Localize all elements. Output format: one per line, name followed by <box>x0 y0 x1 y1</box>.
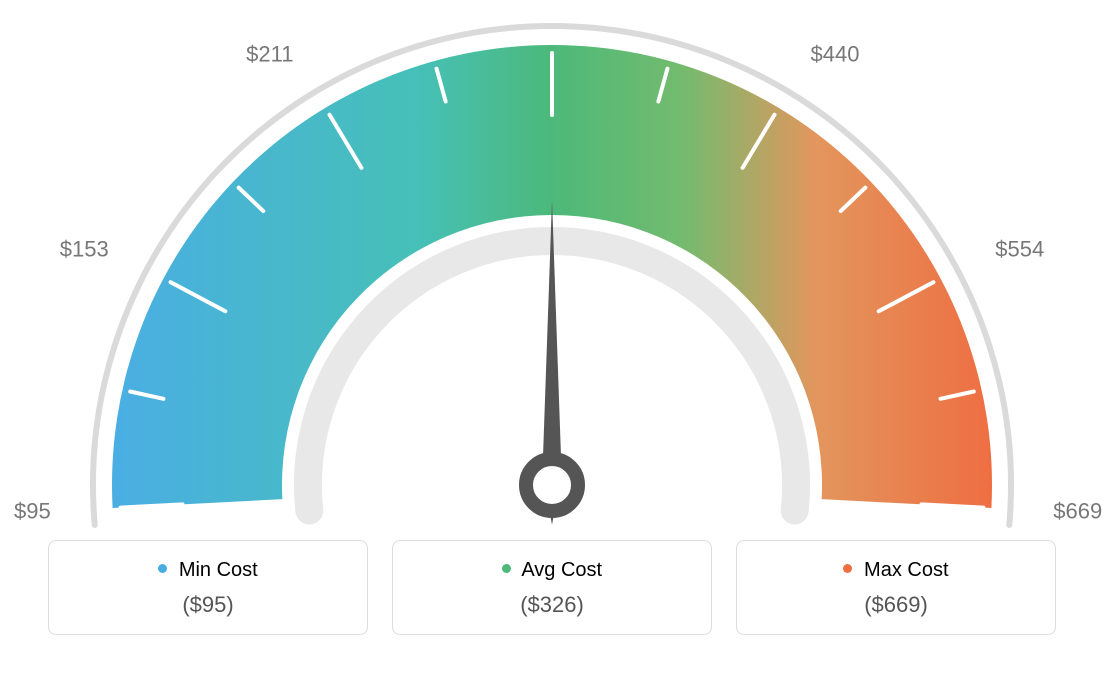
legend-value: ($326) <box>403 592 701 618</box>
legend-label: Min Cost <box>179 559 258 581</box>
legend-avg: Avg Cost ($326) <box>392 540 712 635</box>
legend-max: Max Cost ($669) <box>736 540 1056 635</box>
legend-row: Min Cost ($95) Avg Cost ($326) Max Cost … <box>0 540 1104 635</box>
dot-icon <box>502 564 511 573</box>
svg-text:$554: $554 <box>995 236 1044 261</box>
legend-label: Avg Cost <box>521 559 602 581</box>
svg-text:$669: $669 <box>1053 498 1102 523</box>
svg-text:$95: $95 <box>14 498 51 523</box>
dot-icon <box>843 564 852 573</box>
cost-gauge: $95$153$211$326$440$554$669 <box>0 0 1104 540</box>
dot-icon <box>158 564 167 573</box>
legend-value: ($95) <box>59 592 357 618</box>
legend-label: Max Cost <box>864 559 948 581</box>
svg-text:$153: $153 <box>60 236 109 261</box>
legend-min: Min Cost ($95) <box>48 540 368 635</box>
legend-value: ($669) <box>747 592 1045 618</box>
svg-text:$440: $440 <box>811 42 860 67</box>
svg-text:$211: $211 <box>246 42 293 67</box>
